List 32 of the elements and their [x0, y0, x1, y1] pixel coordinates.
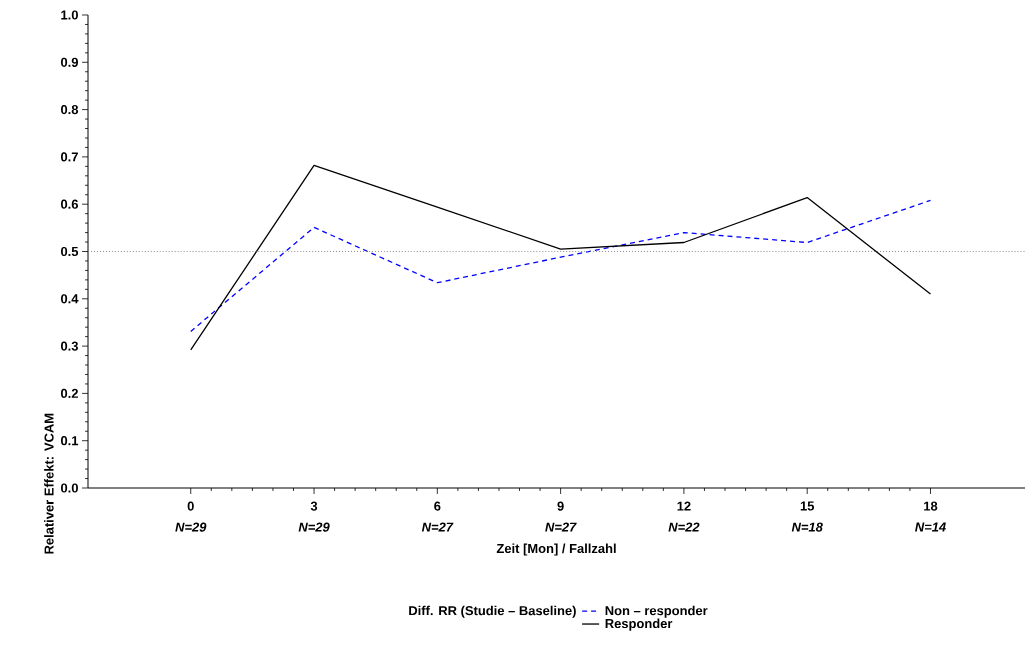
text: N=27 — [421, 522, 454, 532]
x-tick-label: 18 — [924, 501, 938, 511]
text: N=29 — [298, 522, 330, 532]
y-tick-label: 0.0 — [60, 483, 78, 493]
text: N=29 — [175, 522, 207, 532]
legend-label: Responder — [605, 618, 673, 631]
legend-title: Diff. RR (Studie – Baseline) — [409, 605, 576, 618]
y-tick-label: 0.9 — [60, 57, 78, 67]
text: N=27 — [545, 522, 577, 532]
line-series — [190, 164, 932, 351]
legend-label: Non – responder — [605, 605, 708, 618]
line-series — [190, 199, 932, 333]
text: N=18 — [791, 522, 823, 532]
x-tick-label: 6 — [434, 501, 441, 511]
x-tick-label: 15 — [800, 501, 815, 511]
x-tick-label: 0 — [187, 501, 194, 511]
y-tick-label: 0.7 — [60, 152, 78, 162]
y-tick-label: 0.1 — [60, 436, 79, 446]
y-tick-label: 0.2 — [60, 388, 78, 398]
y-axis-title: Relativer Effekt: VCAM — [44, 413, 54, 554]
y-tick-label: 0.4 — [60, 294, 79, 304]
y-tick-label: 0.3 — [60, 341, 79, 351]
x-axis-title: Zeit [Mon] / Fallzahl — [496, 543, 616, 556]
text: N=22 — [668, 522, 700, 532]
x-tick-label: 12 — [677, 501, 691, 511]
x-tick-label: 9 — [557, 501, 564, 511]
x-tick-label: 3 — [310, 501, 318, 511]
y-tick-label: 0.8 — [60, 105, 79, 115]
text: N=14 — [915, 522, 946, 532]
y-tick-label: 1.0 — [61, 10, 78, 20]
y-tick-label: 0.6 — [60, 199, 79, 209]
y-tick-label: 0.5 — [60, 246, 79, 257]
